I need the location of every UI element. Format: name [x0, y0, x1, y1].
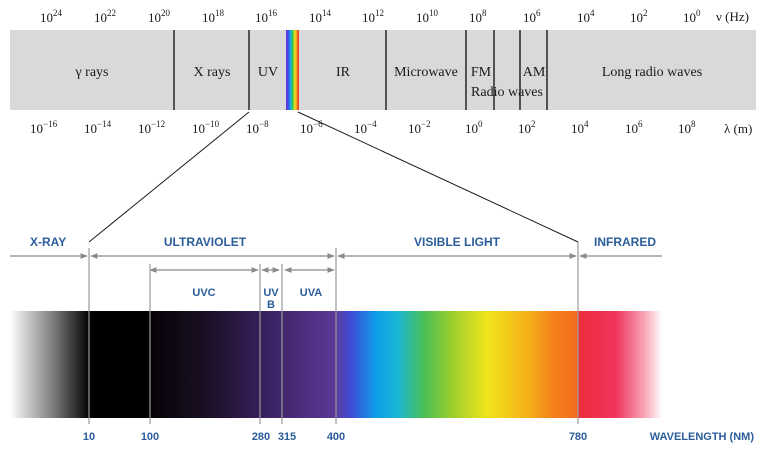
freq-tick-1e4: 104: [577, 8, 595, 25]
region-fm: FM: [471, 65, 492, 80]
wavelength-scale: 10−16 10−14 10−12 10−10 10−8 10−6 10−4 1…: [30, 119, 752, 136]
label-uvb-line2: B: [267, 299, 275, 311]
spectrum-band: γ rays X rays UV IR Microwave FM AM Radi…: [10, 30, 756, 110]
wave-tick-1e6: 106: [625, 119, 643, 136]
frequency-scale: 1024 1022 1020 1018 1016 1014 1012 1010 …: [40, 8, 749, 25]
region-radio-waves: Radio waves: [471, 85, 543, 100]
wave-tick-1e-4: 10−4: [354, 119, 377, 136]
wavelength-unit-label: λ (m): [724, 121, 752, 136]
region-uv: UV: [258, 65, 278, 80]
region-gamma-rays: γ rays: [74, 65, 108, 80]
band-infrared: [578, 311, 662, 418]
band-black: [89, 311, 151, 418]
axis-label-wavelength-nm: WAVELENGTH (NM): [650, 431, 755, 443]
wave-tick-1e4: 104: [571, 119, 589, 136]
freq-tick-1e0: 100: [683, 8, 701, 25]
region-am: AM: [523, 65, 546, 80]
tick-280nm: 280: [252, 431, 270, 443]
zoom-connector-lines: [88, 111, 579, 243]
label-visible-light: VISIBLE LIGHT: [414, 235, 501, 249]
label-ultraviolet: ULTRAVIOLET: [164, 235, 247, 249]
band-visible: [337, 311, 579, 418]
label-x-ray: X-RAY: [30, 235, 66, 249]
tick-400nm: 400: [327, 431, 345, 443]
wave-tick-1e-2: 10−2: [408, 119, 431, 136]
freq-tick-1e6: 106: [523, 8, 541, 25]
label-uvc: UVC: [192, 287, 215, 299]
tick-100nm: 100: [141, 431, 159, 443]
wave-tick-1e-6: 10−6: [300, 119, 323, 136]
freq-tick-1e14: 1014: [309, 8, 332, 25]
wave-tick-1e0: 100: [465, 119, 483, 136]
wave-tick-1e-8: 10−8: [246, 119, 269, 136]
freq-tick-1e2: 102: [630, 8, 648, 25]
band-ultraviolet: [150, 311, 338, 418]
nm-tick-labels: 10 100 280 315 400 780 WAVELENGTH (NM): [83, 431, 754, 443]
freq-tick-1e8: 108: [469, 8, 487, 25]
wave-tick-1e2: 102: [518, 119, 536, 136]
freq-tick-1e24: 1024: [40, 8, 63, 25]
wavelength-color-band: [10, 311, 662, 418]
label-infrared: INFRARED: [594, 235, 656, 249]
spectrum-band-background: [10, 30, 756, 110]
freq-tick-1e20: 1020: [148, 8, 171, 25]
wave-tick-1e-14: 10−14: [84, 119, 112, 136]
freq-tick-1e18: 1018: [202, 8, 225, 25]
wavelength-guide-lines: [88, 242, 579, 424]
band-x-ray-fade: [10, 311, 90, 418]
freq-tick-1e10: 1010: [416, 8, 439, 25]
wave-tick-1e8: 108: [678, 119, 696, 136]
tick-10nm: 10: [83, 431, 95, 443]
uv-sub-labels: UVC UV B UVA: [192, 287, 322, 311]
freq-tick-1e12: 1012: [362, 8, 384, 25]
region-labels: X-RAY ULTRAVIOLET VISIBLE LIGHT INFRARED: [30, 235, 656, 249]
label-uva: UVA: [300, 287, 322, 299]
tick-315nm: 315: [278, 431, 296, 443]
region-long-radio-waves: Long radio waves: [602, 65, 702, 80]
zoom-line-right: [297, 111, 579, 243]
wave-tick-1e-16: 10−16: [30, 119, 58, 136]
wave-tick-1e-10: 10−10: [192, 119, 220, 136]
zoom-line-left: [88, 111, 250, 243]
region-x-rays: X rays: [194, 65, 231, 80]
freq-tick-1e16: 1016: [255, 8, 278, 25]
region-microwave: Microwave: [394, 65, 458, 80]
wave-tick-1e-12: 10−12: [138, 119, 165, 136]
label-uvb-line1: UV: [263, 287, 279, 299]
tick-780nm: 780: [569, 431, 587, 443]
freq-tick-1e22: 1022: [94, 8, 116, 25]
region-ir: IR: [336, 65, 351, 80]
visible-rainbow-strip: [286, 30, 299, 110]
frequency-unit-label: ν (Hz): [716, 9, 749, 24]
